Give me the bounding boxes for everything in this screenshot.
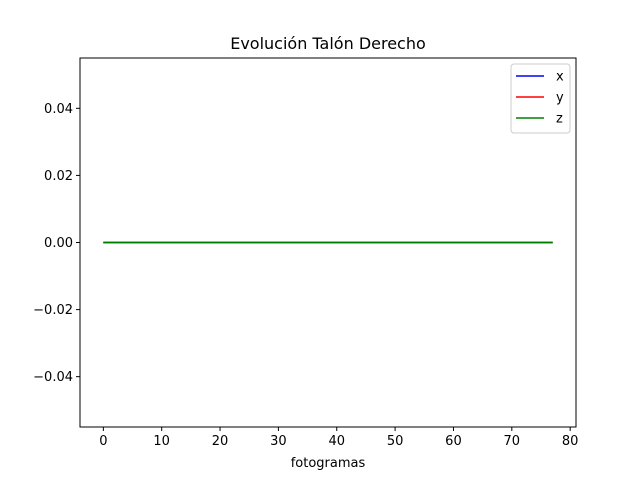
chart-title: Evolución Talón Derecho bbox=[230, 34, 426, 53]
y-tick-label: 0.00 bbox=[44, 236, 73, 251]
x-tick-label: 60 bbox=[445, 434, 462, 449]
y-tick-label: −0.02 bbox=[33, 303, 73, 318]
x-tick-label: 40 bbox=[328, 434, 345, 449]
x-tick-label: 20 bbox=[212, 434, 229, 449]
y-tick-label: 0.02 bbox=[44, 169, 73, 184]
y-axis-ticks: 0.04 0.02 0.00 −0.02 −0.04 bbox=[33, 102, 80, 385]
x-tick-label: 10 bbox=[153, 434, 170, 449]
legend-label-x: x bbox=[556, 70, 564, 85]
y-tick-label: 0.04 bbox=[44, 102, 73, 117]
x-tick-label: 70 bbox=[504, 434, 521, 449]
x-tick-label: 0 bbox=[99, 434, 107, 449]
legend-frame bbox=[510, 63, 571, 134]
legend: xyz bbox=[510, 63, 571, 134]
legend-label-y: y bbox=[556, 91, 564, 106]
legend-items: xyz bbox=[516, 70, 564, 127]
x-tick-label: 30 bbox=[270, 434, 287, 449]
legend-label-z: z bbox=[556, 112, 563, 127]
x-axis-ticks: 0 10 20 30 40 50 60 70 80 bbox=[99, 427, 578, 449]
y-tick-label: −0.04 bbox=[33, 370, 73, 385]
x-axis-label: fotogramas bbox=[291, 456, 366, 471]
x-tick-label: 80 bbox=[562, 434, 579, 449]
x-tick-label: 50 bbox=[387, 434, 404, 449]
